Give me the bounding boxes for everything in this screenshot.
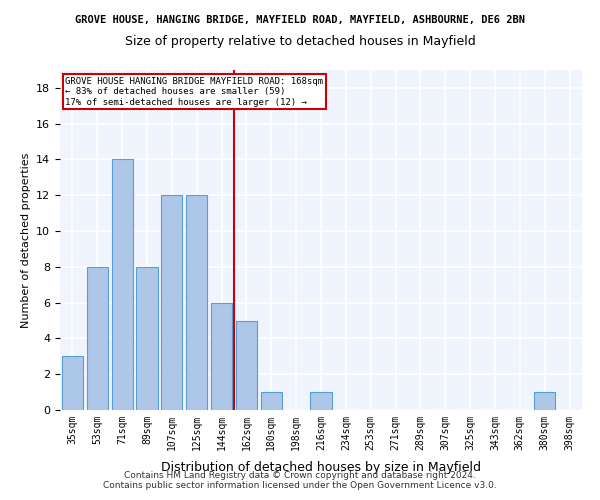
Bar xyxy=(136,267,158,410)
Y-axis label: Number of detached properties: Number of detached properties xyxy=(20,152,31,328)
Bar xyxy=(161,196,182,410)
Bar xyxy=(112,160,133,410)
Text: GROVE HOUSE, HANGING BRIDGE, MAYFIELD ROAD, MAYFIELD, ASHBOURNE, DE6 2BN: GROVE HOUSE, HANGING BRIDGE, MAYFIELD RO… xyxy=(75,15,525,25)
Bar xyxy=(62,356,83,410)
Text: Size of property relative to detached houses in Mayfield: Size of property relative to detached ho… xyxy=(125,35,475,48)
Bar xyxy=(211,302,232,410)
Text: GROVE HOUSE HANGING BRIDGE MAYFIELD ROAD: 168sqm
← 83% of detached houses are sm: GROVE HOUSE HANGING BRIDGE MAYFIELD ROAD… xyxy=(65,77,323,106)
Bar xyxy=(186,196,207,410)
Bar xyxy=(310,392,332,410)
Bar xyxy=(236,320,257,410)
X-axis label: Distribution of detached houses by size in Mayfield: Distribution of detached houses by size … xyxy=(161,461,481,474)
Bar xyxy=(261,392,282,410)
Bar xyxy=(534,392,555,410)
Bar xyxy=(87,267,108,410)
Text: Contains HM Land Registry data © Crown copyright and database right 2024.
Contai: Contains HM Land Registry data © Crown c… xyxy=(103,470,497,490)
